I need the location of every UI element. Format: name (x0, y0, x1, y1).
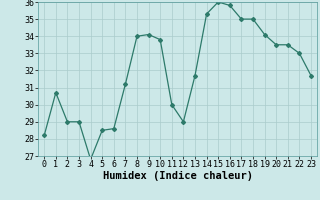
X-axis label: Humidex (Indice chaleur): Humidex (Indice chaleur) (103, 171, 252, 181)
